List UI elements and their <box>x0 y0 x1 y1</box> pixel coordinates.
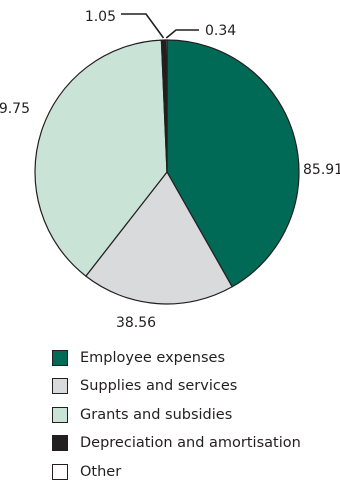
legend-item-depreciation-and-amortisation: Depreciation and amortisation <box>52 434 301 453</box>
data-label-employee-expenses: 85.91 <box>303 162 340 178</box>
legend-label: Employee expenses <box>80 349 226 366</box>
data-label-grants-and-subsidies: 79.75 <box>0 101 30 117</box>
leader-line-other <box>165 29 199 39</box>
legend-swatch-other <box>52 463 68 480</box>
legend-swatch-depreciation-and-amortisation <box>52 435 68 451</box>
legend-item-other: Other <box>52 462 301 481</box>
legend-item-grants-and-subsidies: Grants and subsidies <box>52 405 301 424</box>
data-label-supplies-and-services: 38.56 <box>116 315 156 331</box>
data-label-depreciation-and-amortisation: 1.05 <box>85 9 116 25</box>
leader-line-depreciation-and-amortisation <box>121 13 165 39</box>
pie-slice-employee-expenses <box>166 39 300 288</box>
legend-label: Other <box>80 463 122 480</box>
pie-slice-other <box>165 39 168 173</box>
leader-lines <box>121 13 199 39</box>
data-label-other: 0.34 <box>205 23 236 39</box>
pie-chart: 85.91 38.56 79.75 1.05 0.34 <box>0 9 340 331</box>
legend-swatch-employee-expenses <box>52 349 68 366</box>
legend-item-employee-expenses: Employee expenses <box>52 348 301 367</box>
legend: Employee expenses Supplies and services … <box>52 348 301 491</box>
pie-slice-grants-and-subsidies <box>34 39 168 277</box>
legend-swatch-supplies-and-services <box>52 378 68 394</box>
pie-slices <box>34 39 300 305</box>
legend-swatch-grants-and-subsidies <box>52 406 68 423</box>
pie-slice-supplies-and-services <box>85 171 233 305</box>
legend-label: Depreciation and amortisation <box>80 435 301 451</box>
legend-label: Grants and subsidies <box>80 406 233 423</box>
legend-label: Supplies and services <box>80 378 238 394</box>
data-labels: 85.91 38.56 79.75 1.05 0.34 <box>0 9 340 331</box>
legend-item-supplies-and-services: Supplies and services <box>52 377 301 396</box>
